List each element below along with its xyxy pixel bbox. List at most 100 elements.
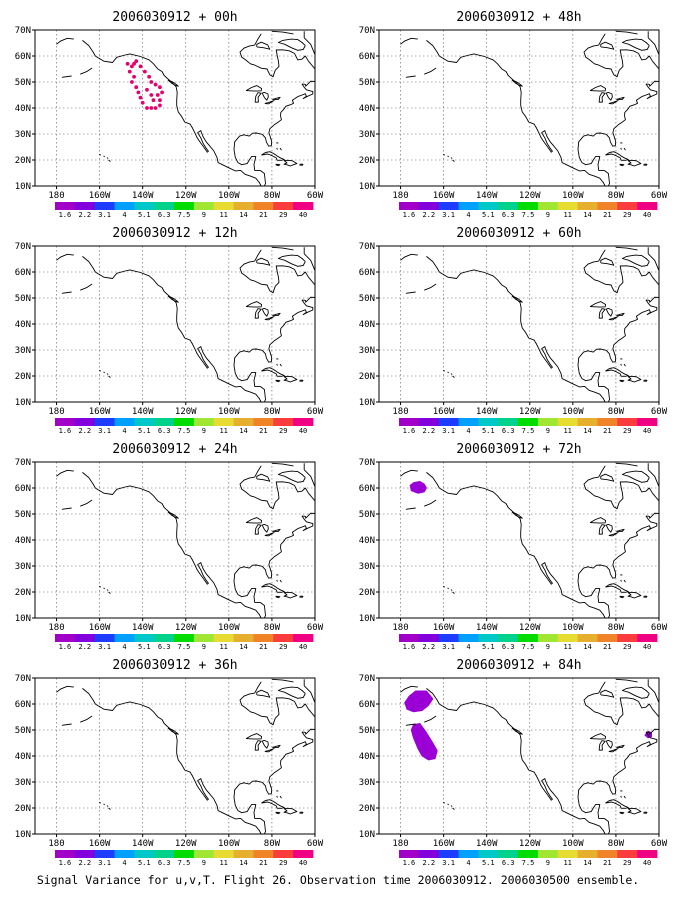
lon-label: 120W	[519, 839, 541, 849]
coastline	[108, 807, 111, 810]
colorbar-swatch	[134, 634, 155, 642]
coastlines	[56, 246, 315, 402]
lat-label: 70N	[359, 242, 375, 252]
lon-label: 120W	[519, 407, 541, 417]
lat-label: 40N	[15, 104, 31, 114]
lon-label: 140W	[132, 407, 154, 417]
colorbar-swatch	[537, 418, 559, 426]
lon-label: 180	[392, 191, 408, 201]
coastline	[405, 723, 416, 726]
colorbar-label: 29	[279, 643, 287, 651]
lon-label: 140W	[476, 623, 498, 633]
coastline	[80, 715, 93, 723]
colorbar-label: 1.6	[59, 643, 72, 651]
colorbar-swatch	[577, 634, 598, 642]
colorbar-swatch	[154, 850, 175, 858]
coastline	[450, 157, 453, 159]
coastline	[303, 247, 315, 271]
coastline	[303, 463, 315, 487]
colorbar-label: 1.6	[403, 427, 416, 435]
colorbar-label: 14	[583, 427, 591, 435]
coastline	[600, 257, 615, 266]
coastline	[82, 256, 315, 402]
gridlines	[379, 462, 659, 618]
signal-area	[410, 723, 438, 761]
coastline	[61, 507, 72, 510]
lat-label: 10N	[15, 614, 31, 624]
coastline	[254, 524, 262, 535]
coastline	[264, 748, 275, 753]
lon-label: 80W	[608, 839, 625, 849]
coastline	[277, 470, 306, 483]
colorbar-swatch	[293, 202, 314, 210]
colorbar-swatch	[74, 202, 96, 210]
colorbar-swatch	[637, 850, 658, 858]
colorbar-label: 5.1	[482, 859, 495, 867]
colorbar-label: 6.3	[502, 643, 515, 651]
panel-title: 2006030912 + 72h	[456, 442, 581, 457]
colorbar-swatch	[55, 418, 76, 426]
colorbar-swatch	[94, 634, 115, 642]
lat-label: 20N	[359, 372, 375, 382]
lat-label: 50N	[15, 294, 31, 304]
signal-features	[409, 481, 427, 494]
map-panel: 2006030912 + 12h 10N 20N 30N 40N 50N 60N 70N 180…	[15, 226, 324, 435]
coastline	[261, 367, 285, 377]
coastline	[99, 370, 102, 372]
coastline	[271, 246, 294, 251]
coastline	[615, 246, 638, 251]
coastline	[616, 96, 625, 100]
coastline	[443, 802, 446, 804]
coastline	[283, 807, 298, 815]
signal-dot	[151, 98, 156, 103]
colorbar-swatch	[174, 202, 195, 210]
coastline	[103, 371, 105, 374]
lon-label: 60W	[307, 407, 324, 417]
coastline	[80, 67, 93, 75]
lon-label: 140W	[132, 623, 154, 633]
colorbar-swatch	[617, 850, 638, 858]
colorbar-label: 3.1	[442, 643, 455, 651]
lon-label: 100W	[562, 407, 584, 417]
lat-label: 60N	[15, 52, 31, 62]
colorbar-swatch	[597, 634, 618, 642]
coastline	[608, 100, 619, 105]
colorbar-swatch	[617, 634, 638, 642]
coastline	[261, 583, 285, 593]
coastline	[605, 151, 629, 161]
colorbar-label: 4	[466, 643, 470, 651]
lat-label: 40N	[359, 320, 375, 330]
coastline	[279, 795, 282, 799]
colorbar-label: 1.6	[403, 643, 416, 651]
colorbar: 1.6 2.2 3.1 4 5.1 6.3 7.5 9 11 14 21 29 40	[55, 202, 314, 219]
colorbar-swatch	[478, 634, 499, 642]
coastline	[106, 805, 109, 807]
signal-dot	[158, 85, 162, 90]
coastline	[608, 316, 619, 321]
lon-label: 60W	[651, 407, 668, 417]
colorbar-swatch	[617, 418, 638, 426]
colorbar-swatch	[213, 634, 235, 642]
coastline	[643, 163, 648, 166]
coastline	[589, 517, 607, 524]
colorbar-swatch	[154, 634, 175, 642]
colorbar-swatch	[518, 850, 539, 858]
lat-label: 40N	[359, 536, 375, 546]
lat-label: 20N	[15, 372, 31, 382]
colorbar-swatch	[193, 634, 215, 642]
coastline	[647, 463, 659, 487]
signal-area	[409, 481, 427, 494]
coastline	[271, 678, 294, 683]
lon-label: 80W	[264, 623, 281, 633]
coastline	[447, 155, 449, 158]
coastline	[450, 373, 453, 375]
colorbar-swatch	[94, 202, 115, 210]
colorbar-label: 5.1	[138, 211, 151, 219]
colorbar-swatch	[253, 634, 274, 642]
coastline	[99, 154, 102, 156]
coastline	[106, 589, 109, 591]
signal-area	[404, 690, 434, 713]
coastline	[261, 523, 269, 533]
coastline	[620, 795, 622, 798]
coastline	[239, 249, 315, 294]
